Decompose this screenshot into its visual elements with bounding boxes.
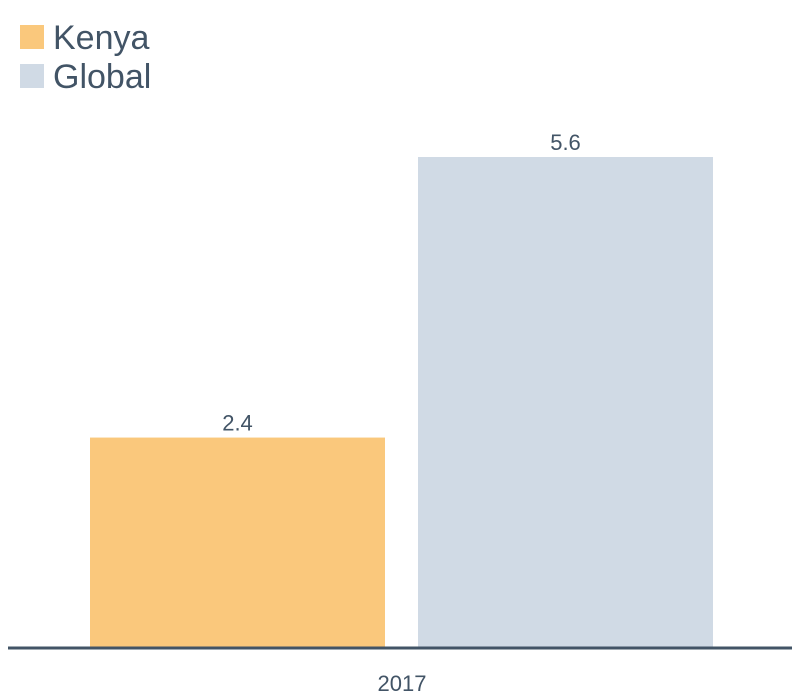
- value-labels: 2.4 5.6: [222, 130, 581, 436]
- bar-global-2017: [418, 157, 713, 648]
- bar-kenya-2017: [90, 437, 385, 648]
- bars-group: [90, 157, 713, 648]
- legend-label-kenya: Kenya: [53, 19, 149, 57]
- legend-label-global: Global: [53, 58, 151, 96]
- x-tick-label-2017: 2017: [378, 671, 427, 696]
- legend-swatch-global: [20, 64, 44, 88]
- value-label-kenya-2017: 2.4: [222, 411, 253, 436]
- value-label-global-2017: 5.6: [550, 130, 581, 155]
- legend: Kenya Global: [20, 19, 151, 96]
- legend-swatch-kenya: [20, 25, 44, 49]
